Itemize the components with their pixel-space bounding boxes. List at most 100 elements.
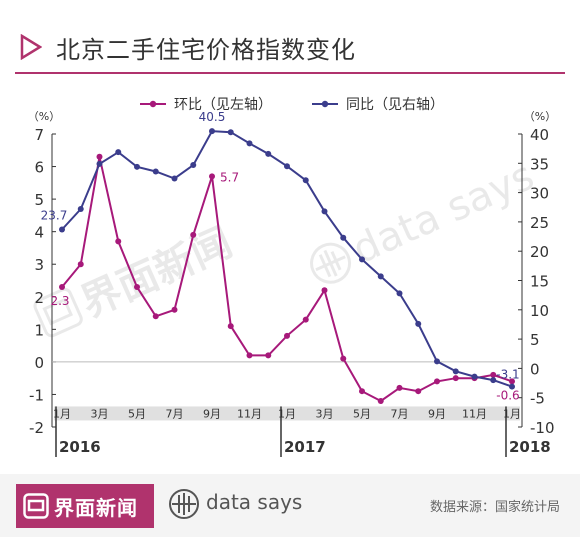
x-axis-tick-label: 9月 [428, 407, 446, 420]
data-label: -0.6 [496, 388, 519, 402]
brand-badge: 界面新闻 [16, 484, 154, 528]
mom-data-point [415, 388, 422, 395]
play-triangle-icon [20, 34, 42, 60]
data-label: 23.7 [41, 209, 68, 223]
legend-marker [321, 100, 329, 108]
right-axis-tick-label: 10 [530, 302, 549, 320]
mom-data-point [96, 153, 103, 160]
right-axis-tick-label: 15 [530, 273, 549, 291]
yoy-data-point [321, 208, 328, 215]
header: 北京二手住宅价格指数变化 [0, 0, 580, 78]
yoy-data-point [190, 162, 197, 169]
data-says-text: data says [206, 490, 303, 514]
mom-data-point [359, 388, 365, 395]
right-axis-unit: （%） [524, 110, 556, 123]
left-axis-unit: （%） [28, 110, 60, 123]
data-label: 5.7 [220, 170, 239, 184]
yoy-data-point [209, 128, 215, 135]
yoy-data-point [434, 358, 440, 365]
yoy-data-point [509, 383, 515, 390]
brand-name: 界面新闻 [54, 496, 138, 520]
legend-label: 同比（见右轴） [346, 97, 444, 113]
x-axis-tick-label: 11月 [462, 407, 487, 420]
mom-data-point [227, 323, 234, 330]
right-axis-tick-label: 20 [530, 243, 549, 261]
yoy-data-point [152, 168, 159, 175]
yoy-series-line [61, 130, 513, 388]
left-axis-tick-label: 2 [34, 289, 44, 307]
x-axis-tick-label: 9月 [203, 407, 221, 420]
mom-data-point [434, 378, 440, 385]
mom-data-point [377, 397, 384, 404]
mom-data-point [171, 306, 178, 313]
year-label: 2017 [284, 438, 326, 456]
mom-data-point [134, 284, 140, 291]
right-axis-tick-label: -5 [530, 390, 545, 408]
left-axis-tick-label: 5 [34, 191, 44, 209]
x-axis-tick-label: 5月 [353, 407, 371, 420]
yoy-data-point [246, 140, 253, 147]
mom-data-point [190, 231, 197, 238]
mom-data-point [509, 378, 515, 385]
right-axis-tick-label: 30 [530, 185, 549, 203]
mom-data-point [302, 316, 309, 323]
right-axis-tick-label: 35 [530, 155, 549, 173]
mom-data-point [77, 261, 84, 268]
yoy-data-point [302, 177, 309, 184]
footer: 界面新闻 data says 数据来源：国家统计局 [0, 474, 580, 537]
yoy-data-point [415, 320, 422, 327]
mom-data-point [265, 352, 272, 359]
x-axis-tick-label: 3月 [91, 407, 109, 420]
right-axis-tick-label: -10 [530, 419, 555, 437]
yoy-data-point [265, 150, 272, 157]
x-axis-strip [54, 406, 520, 421]
right-axis-tick-label: 25 [530, 214, 549, 232]
title-rule [15, 72, 565, 74]
data-label: 40.5 [199, 110, 226, 124]
legend-marker [149, 100, 157, 108]
year-label: 2016 [59, 438, 101, 456]
right-axis-tick-label: 0 [530, 360, 540, 378]
yoy-data-point [59, 226, 65, 233]
mom-data-point [284, 332, 290, 339]
right-axis-tick-label: 5 [530, 331, 540, 349]
left-axis-tick-label: 4 [34, 224, 44, 242]
yoy-data-point [471, 373, 478, 380]
yoy-data-point [96, 160, 103, 167]
x-axis-tick-label: 1月 [53, 407, 71, 420]
yoy-data-point [171, 175, 178, 182]
mom-data-point [209, 173, 215, 180]
yoy-data-point [227, 129, 234, 136]
legend-label: 环比（见左轴） [174, 97, 272, 113]
yoy-data-point [77, 206, 84, 213]
page-title: 北京二手住宅价格指数变化 [56, 36, 356, 64]
left-axis-tick-label: -1 [29, 386, 44, 404]
x-axis-tick-label: 1月 [503, 407, 521, 420]
yoy-data-point [284, 163, 290, 170]
data-label: -3.1 [496, 368, 519, 382]
data-label: 2.3 [50, 294, 69, 308]
right-axis-tick-label: 40 [530, 126, 549, 144]
left-axis-tick-label: 1 [34, 321, 44, 339]
mom-data-point [246, 352, 253, 359]
yoy-data-point [396, 290, 403, 297]
left-axis-tick-label: -2 [29, 419, 44, 437]
mom-data-point [59, 284, 65, 291]
mom-data-point [396, 384, 403, 391]
mom-data-point [340, 355, 347, 362]
yoy-data-point [134, 163, 140, 170]
mom-data-point [452, 375, 459, 382]
mom-data-point [490, 371, 497, 378]
mom-data-point [115, 238, 122, 245]
yoy-data-point [377, 273, 384, 280]
data-says-icon [169, 489, 199, 519]
x-axis-tick-label: 3月 [316, 407, 334, 420]
yoy-data-point [115, 149, 122, 156]
x-axis-tick-label: 1月 [278, 407, 296, 420]
year-label: 2018 [509, 438, 551, 456]
chart: 76543210-1-2（%）4035302520151050-5-10（%）1… [28, 97, 556, 457]
brand-logo-icon [23, 493, 49, 519]
x-axis-tick-label: 7月 [166, 407, 184, 420]
left-axis-tick-label: 0 [34, 354, 44, 372]
yoy-data-point [359, 256, 365, 263]
